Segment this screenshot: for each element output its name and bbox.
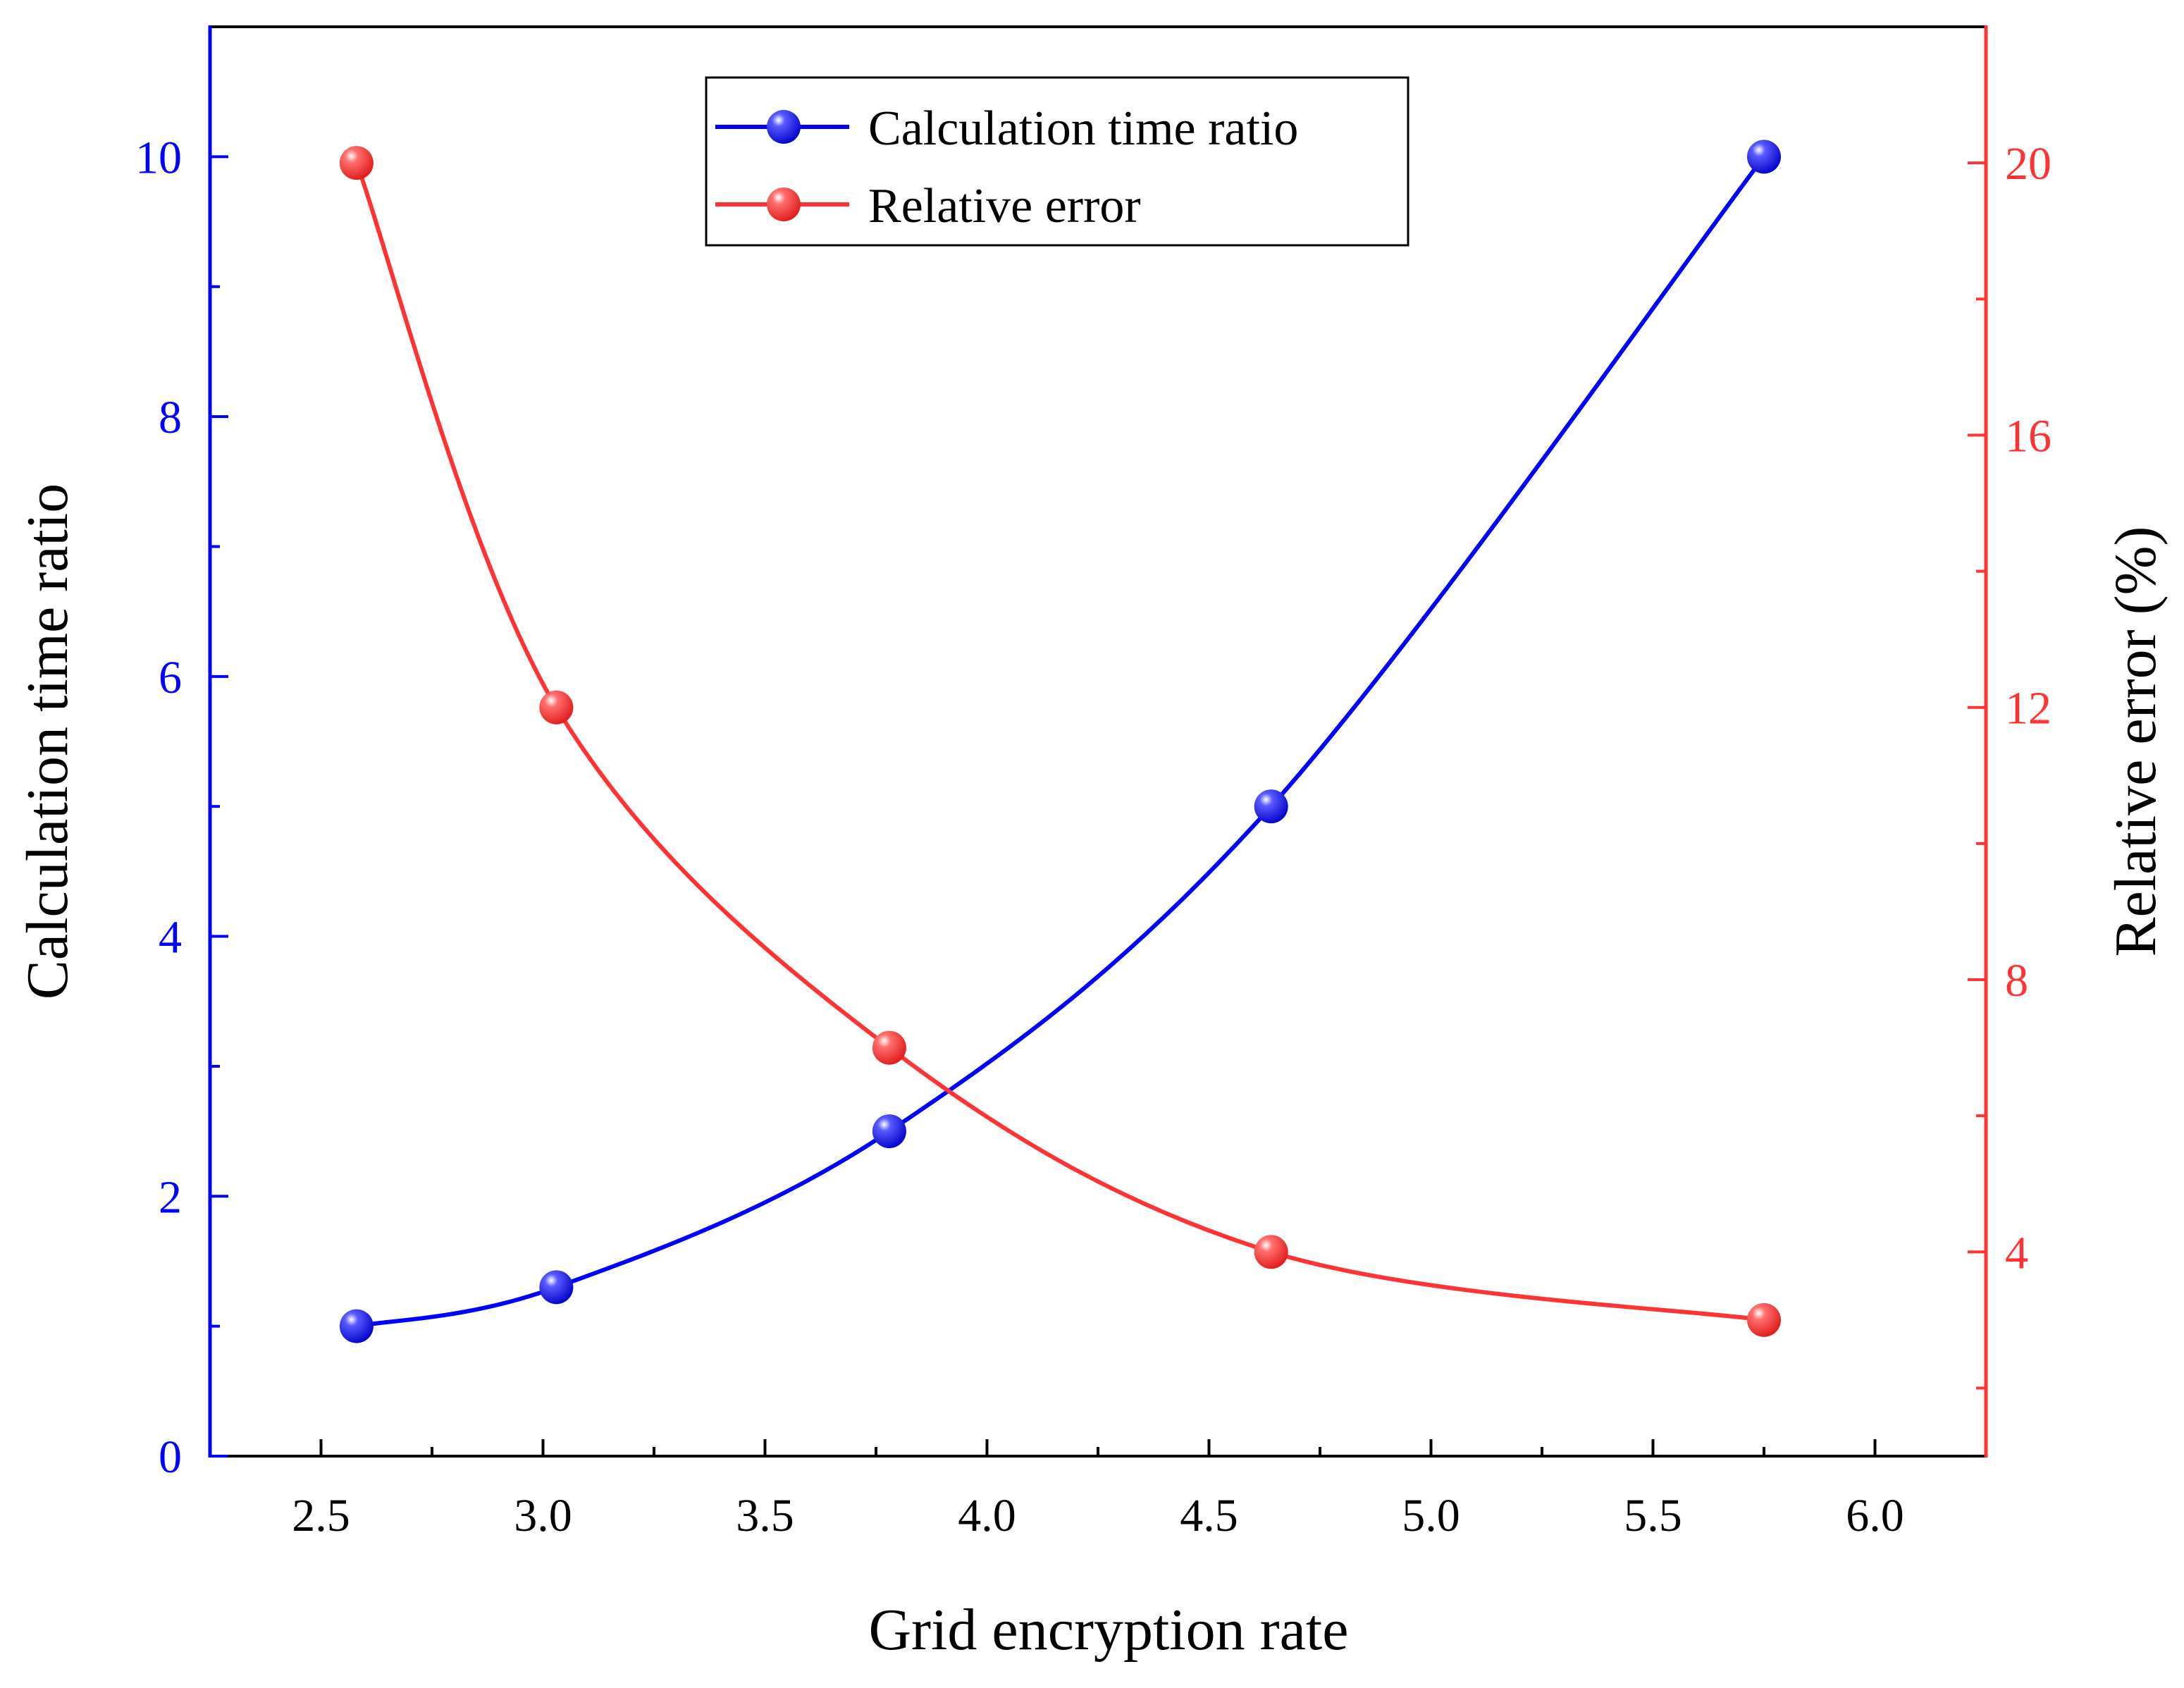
data-point-relative-error [1254,1235,1288,1269]
x-tick-label: 3.0 [514,1490,572,1541]
x-tick-label: 6.0 [1846,1490,1904,1541]
plot-svg: 2.5 3.0 3.5 4.0 4.5 5.0 5.5 6.0024681048121620 … [0,0,2184,1684]
y-left-tick-label: 8 [159,392,182,443]
data-point-relative-error [539,691,573,725]
curves-layer [357,156,1764,1326]
data-point-relative-error [340,146,374,180]
x-tick-label: 4.5 [1180,1490,1238,1541]
left-axis-title: Calculation time ratio [15,483,80,999]
y-left-tick-label: 2 [159,1171,182,1223]
x-tick-label: 5.0 [1402,1490,1460,1541]
y-right-tick-label: 12 [2005,683,2052,734]
data-point-calc-time-ratio [340,1310,374,1343]
data-point-calc-time-ratio [1747,140,1781,173]
x-axis-title: Grid encryption rate [868,1597,1348,1663]
chart: 2.5 3.0 3.5 4.0 4.5 5.0 5.5 6.0 0 2 4 6 8 10 4 8 12 16 20 … [0,0,2184,1684]
y-right-tick-label: 4 [2005,1227,2028,1279]
y-left-tick-label: 0 [159,1431,182,1483]
y-left-tick-label: 6 [159,652,182,703]
data-point-calc-time-ratio [1254,789,1288,823]
y-right-tick-label: 16 [2005,410,2052,462]
x-tick-label: 3.5 [736,1490,794,1541]
y-left-tick-label: 10 [135,132,182,183]
data-point-calc-time-ratio [539,1270,573,1304]
series-line-calc-time-ratio [357,156,1764,1326]
legend-marker-error [767,187,801,221]
legend: Calculation time ratio Relative error [706,78,1408,245]
x-tick-label: 5.5 [1624,1490,1682,1541]
y-right-tick-label: 20 [2005,138,2052,190]
x-tick-label: 2.5 [292,1490,350,1541]
legend-marker-calc [767,110,801,144]
legend-label-error: Relative error [868,179,1141,233]
data-point-relative-error [1747,1303,1781,1337]
data-point-calc-time-ratio [872,1114,906,1148]
y-left-tick-label: 4 [159,912,182,963]
series-line-relative-error [357,163,1764,1320]
legend-label-calc: Calculation time ratio [868,101,1298,156]
x-tick-label: 4.0 [958,1490,1016,1541]
y-right-tick-label: 8 [2005,955,2028,1006]
data-point-relative-error [872,1031,906,1065]
right-axis-title: Relative error (%) [2103,526,2168,956]
